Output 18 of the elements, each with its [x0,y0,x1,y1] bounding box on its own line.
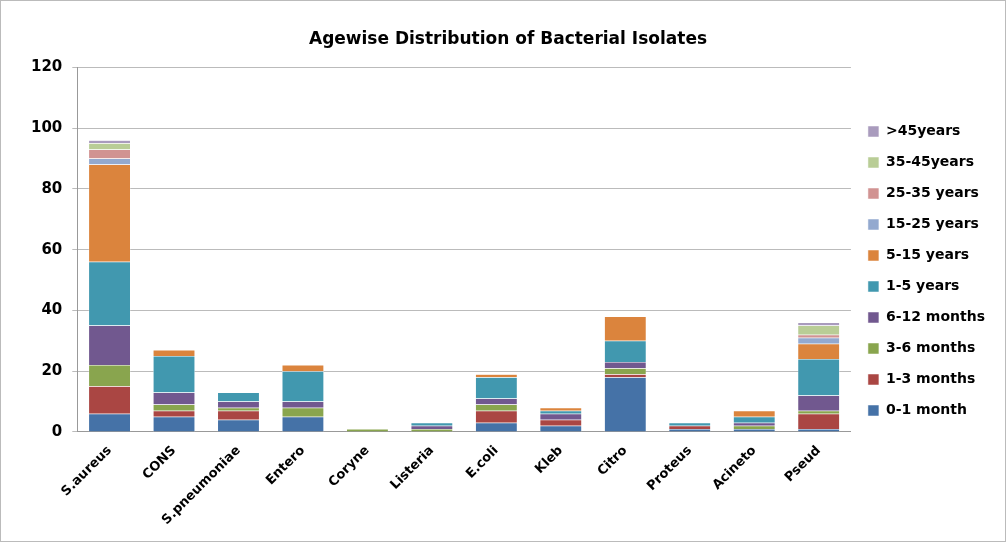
legend-label: 5-15 years [885,246,970,263]
legend-label: 3-6 months [885,339,976,356]
y-tick-label: 0 [51,421,63,440]
legend-label: 15-25 years [885,215,979,232]
legend-label: >45years [885,122,961,139]
y-tick-label: 20 [41,361,63,380]
y-tick-label: 40 [41,300,63,319]
chart-title: Agewise Distribution of Bacterial Isolates [308,27,708,48]
legend-label: 35-45years [885,153,975,170]
legend-label: 0-1 month [885,401,967,418]
y-tick-label: 100 [31,118,63,137]
y-tick-label: 80 [41,178,63,197]
legend-label: 6-12 months [885,308,985,325]
legend-label: 1-5 years [885,277,960,294]
y-tick-label: 120 [31,57,63,76]
y-tick-label: 60 [41,239,63,258]
legend-label: 25-35 years [885,184,979,201]
legend-label: 1-3 months [885,370,976,387]
